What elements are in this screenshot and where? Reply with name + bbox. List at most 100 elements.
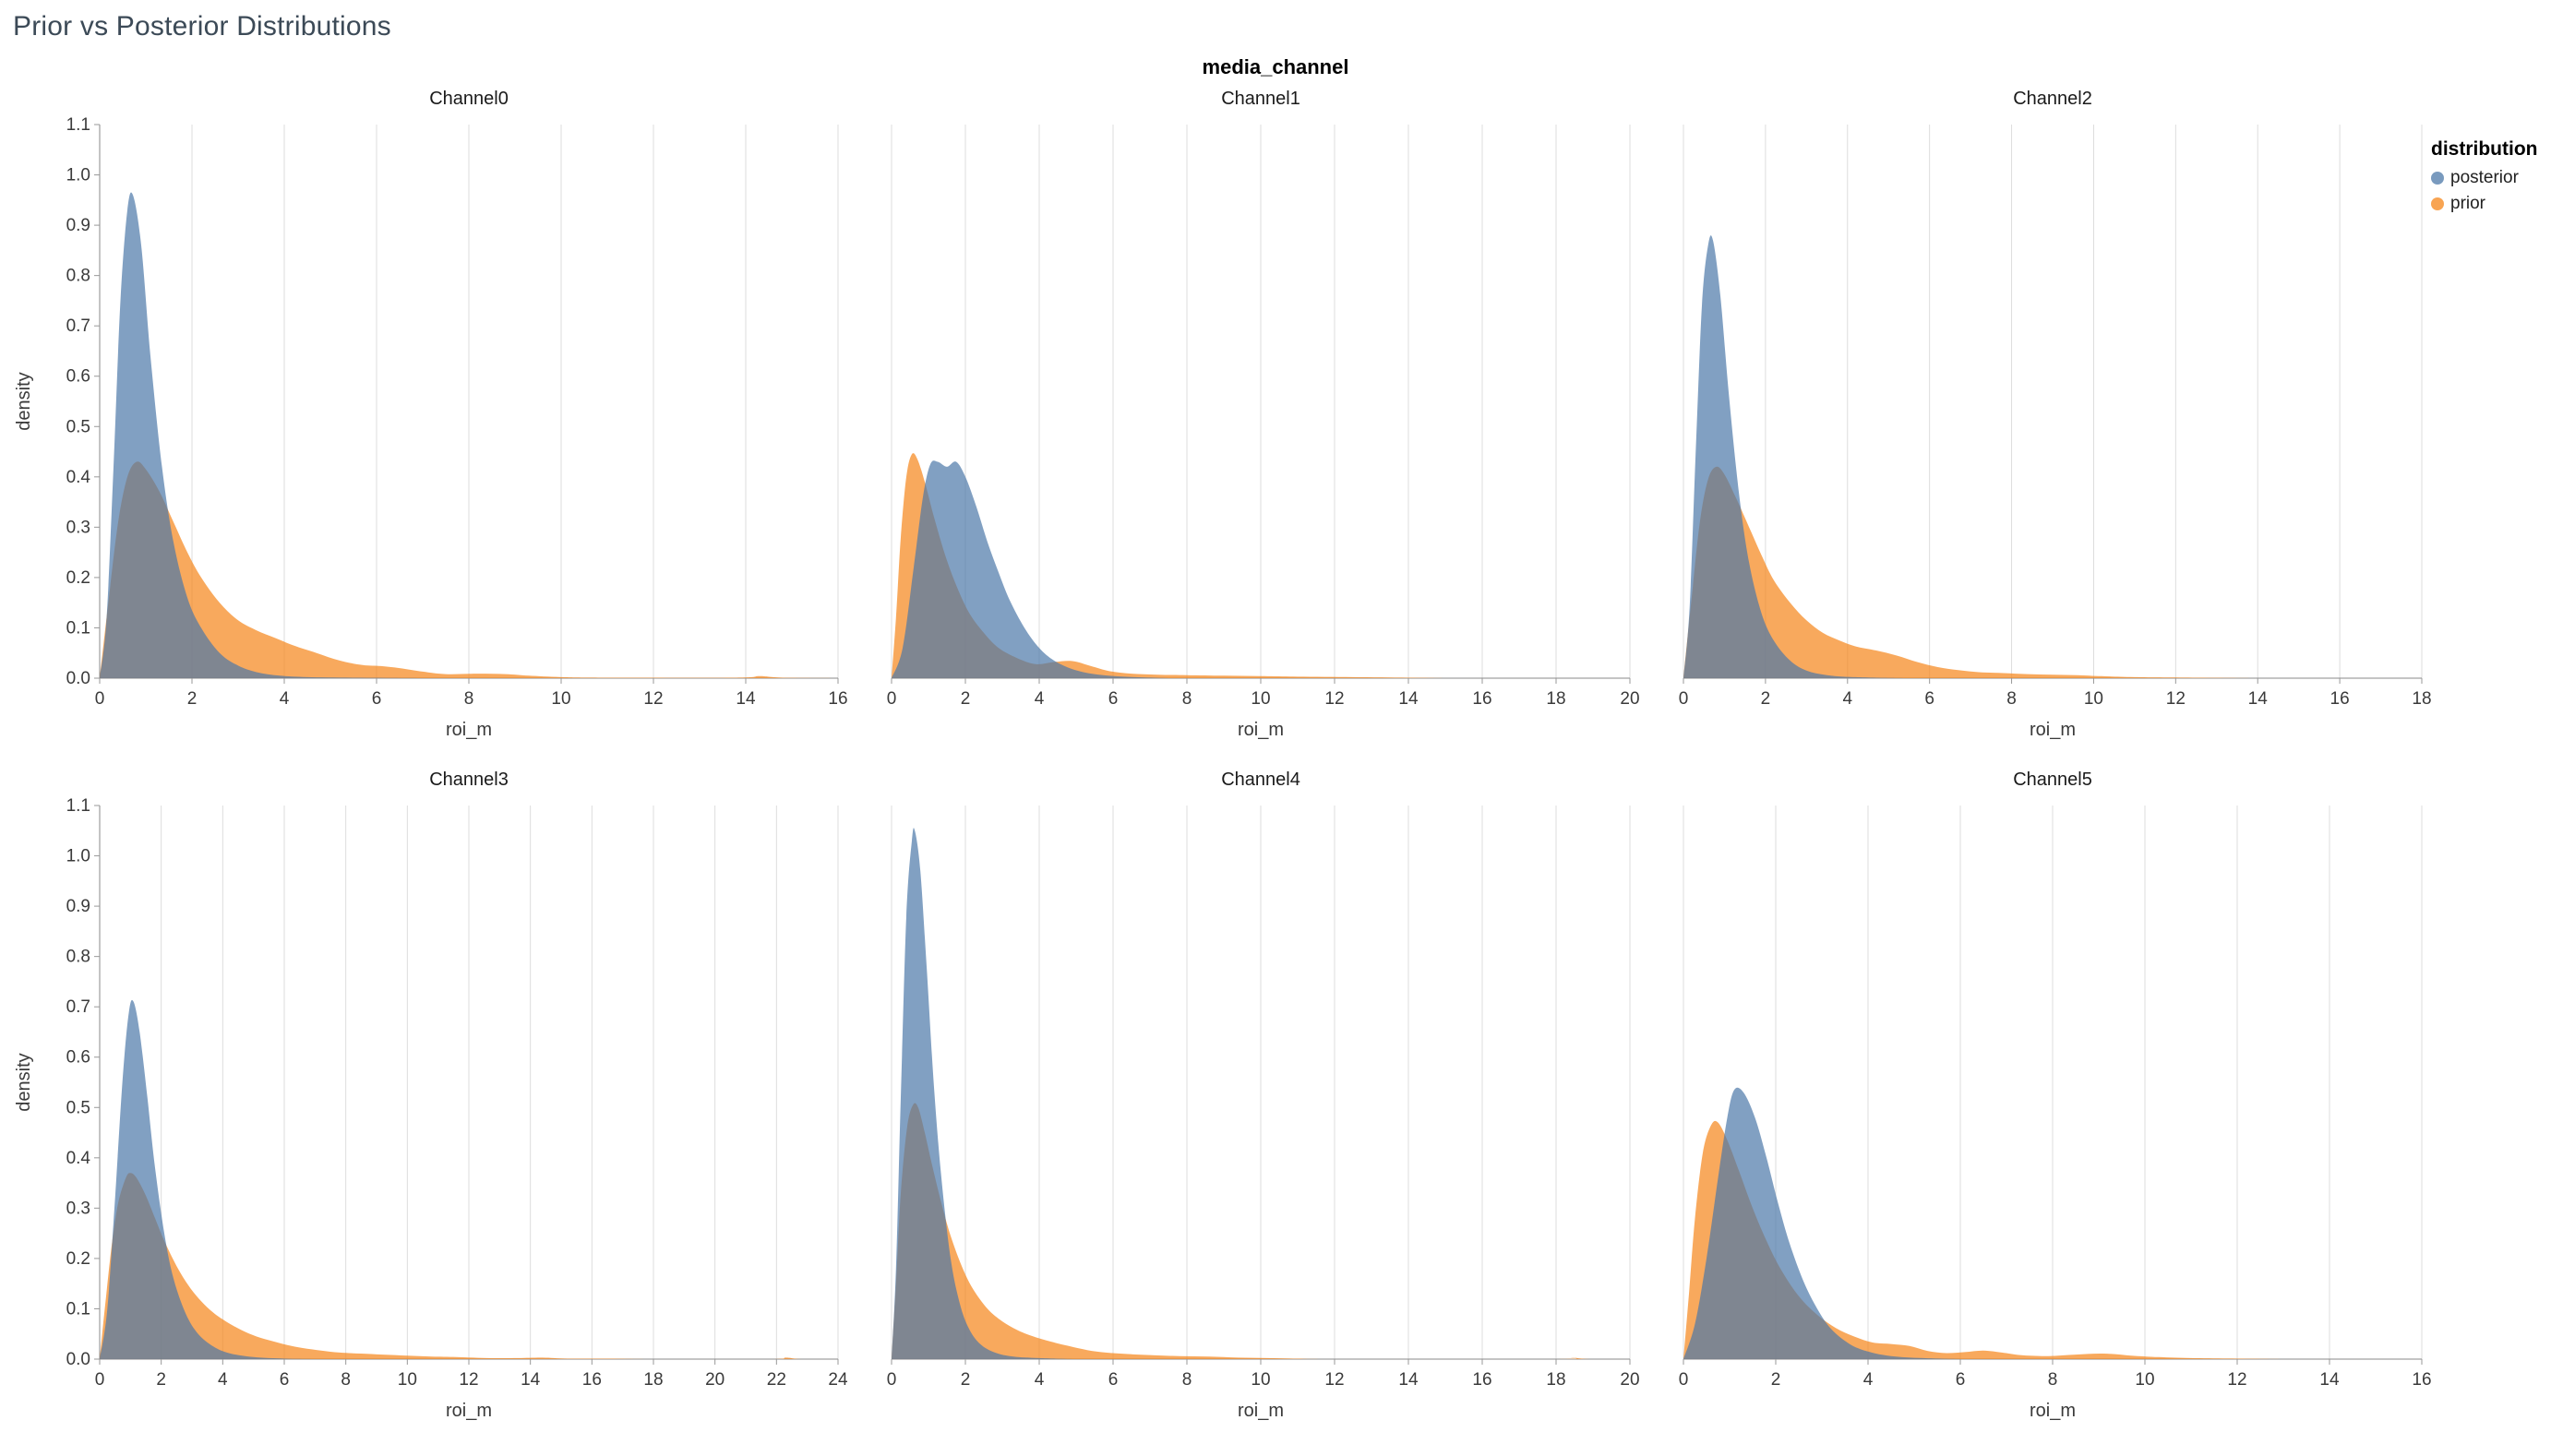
chart-row-2: Channel3 0 2 4 6 8 10 12 14 16 18 20 22 24 roi_m 0.0 0.… [7,770,2551,1438]
svg-text:1.0: 1.0 [66,166,90,185]
svg-text:0.9: 0.9 [66,216,90,235]
svg-text:12: 12 [1324,1370,1344,1390]
svg-text:18: 18 [1546,1370,1565,1390]
svg-text:0.6: 0.6 [66,1048,90,1068]
chart-canvas: 0 2 4 6 8 10 12 14 16 18 20 roi_m [879,112,1643,757]
svg-text:roi_m: roi_m [2030,720,2076,740]
svg-text:0.8: 0.8 [66,948,90,967]
chart-title: Channel3 [429,770,509,790]
svg-text:8: 8 [1182,1370,1192,1390]
svg-text:12: 12 [2227,1370,2246,1390]
chart-channel2: Channel2 0 2 4 6 8 10 12 14 16 18 roi_m [1671,89,2435,757]
svg-text:8: 8 [2006,689,2017,709]
chart-title: Channel1 [1221,89,1300,109]
svg-text:20: 20 [1620,689,1639,709]
chart-channel4: Channel4 0 2 4 6 8 10 12 14 16 18 20 roi_m [879,770,1643,1438]
svg-text:2: 2 [961,689,971,709]
svg-text:0.2: 0.2 [66,568,90,588]
svg-text:0.5: 0.5 [66,417,90,436]
svg-text:0: 0 [95,1370,105,1390]
svg-text:0.9: 0.9 [66,897,90,916]
svg-text:24: 24 [828,1370,848,1390]
svg-text:1.1: 1.1 [66,115,90,135]
svg-text:density: density [14,372,34,430]
svg-text:0.3: 0.3 [66,518,90,537]
svg-text:14: 14 [521,1370,541,1390]
svg-text:0: 0 [1679,1370,1689,1390]
svg-text:2: 2 [1761,689,1771,709]
chart-channel3: Channel3 0 2 4 6 8 10 12 14 16 18 20 22 24 roi_m 0.0 0.… [7,770,851,1438]
svg-text:22: 22 [767,1370,786,1390]
svg-text:4: 4 [1035,689,1045,709]
svg-text:4: 4 [1842,689,1852,709]
svg-text:16: 16 [2412,1370,2431,1390]
svg-text:0: 0 [95,689,105,709]
chart-channel5: Channel5 0 2 4 6 8 10 12 14 16 roi_m [1671,770,2435,1438]
svg-text:0.8: 0.8 [66,267,90,286]
svg-text:0.2: 0.2 [66,1249,90,1269]
chart-row-1: Channel0 0 2 4 6 8 10 12 14 16 roi_m 0.0 0.1 0.2 0.3 0… [7,89,2551,757]
legend-title: distribution [2431,138,2538,160]
legend-item-label: posterior [2450,168,2519,187]
svg-text:0.4: 0.4 [66,1149,91,1168]
chart-canvas: 0 2 4 6 8 10 12 14 16 roi_m 0.0 0.1 0.2 0.3 0.4 0.5 0.6 0… [7,112,851,757]
legend: distribution posterior prior [2431,138,2547,220]
svg-text:4: 4 [280,689,290,709]
chart-channel0: Channel0 0 2 4 6 8 10 12 14 16 roi_m 0.0 0.1 0.2 0.3 0… [7,89,851,757]
svg-text:0.3: 0.3 [66,1199,90,1218]
svg-text:10: 10 [2084,689,2103,709]
chart-title: Channel4 [1221,770,1300,790]
svg-text:roi_m: roi_m [1238,1401,1284,1421]
svg-text:8: 8 [341,1370,351,1390]
svg-text:10: 10 [2135,1370,2154,1390]
svg-text:10: 10 [1251,1370,1270,1390]
svg-text:6: 6 [372,689,382,709]
svg-text:20: 20 [1620,1370,1639,1390]
svg-text:10: 10 [551,689,570,709]
page-title: Prior vs Posterior Distributions [13,11,391,42]
svg-text:6: 6 [1108,1370,1119,1390]
chart-canvas: 0 2 4 6 8 10 12 14 16 roi_m [1671,793,2435,1438]
svg-text:16: 16 [582,1370,602,1390]
svg-text:0.7: 0.7 [66,997,90,1017]
svg-text:12: 12 [2166,689,2186,709]
svg-text:20: 20 [705,1370,725,1390]
svg-text:14: 14 [2248,689,2269,709]
chart-channel1: Channel1 0 2 4 6 8 10 12 14 16 18 20 roi_m [879,89,1643,757]
svg-text:6: 6 [1108,689,1119,709]
svg-text:14: 14 [1398,689,1419,709]
svg-text:2: 2 [187,689,198,709]
svg-text:6: 6 [280,1370,290,1390]
svg-text:8: 8 [1182,689,1192,709]
svg-text:2: 2 [156,1370,166,1390]
legend-item-posterior: posterior [2431,168,2547,188]
svg-text:4: 4 [1863,1370,1874,1390]
svg-text:density: density [14,1053,34,1111]
svg-text:12: 12 [459,1370,478,1390]
svg-text:8: 8 [2048,1370,2058,1390]
svg-text:0.7: 0.7 [66,316,90,336]
svg-text:10: 10 [398,1370,417,1390]
svg-text:12: 12 [643,689,663,709]
chart-title: Channel5 [2013,770,2092,790]
svg-text:12: 12 [1324,689,1344,709]
svg-text:16: 16 [2330,689,2350,709]
svg-text:4: 4 [1035,1370,1045,1390]
svg-text:6: 6 [1924,689,1934,709]
svg-text:16: 16 [1472,689,1491,709]
svg-text:18: 18 [1546,689,1565,709]
legend-item-label: prior [2450,194,2486,213]
svg-text:8: 8 [464,689,474,709]
svg-text:0.4: 0.4 [66,468,91,487]
svg-text:0.0: 0.0 [66,1350,90,1369]
svg-text:roi_m: roi_m [2030,1401,2076,1421]
chart-canvas: 0 2 4 6 8 10 12 14 16 18 roi_m [1671,112,2435,757]
chart-canvas: 0 2 4 6 8 10 12 14 16 18 20 roi_m [879,793,1643,1438]
svg-text:16: 16 [828,689,847,709]
posterior-swatch-icon [2431,172,2444,185]
svg-text:0.6: 0.6 [66,367,90,387]
svg-text:14: 14 [2319,1370,2340,1390]
svg-text:roi_m: roi_m [1238,720,1284,740]
svg-text:0.5: 0.5 [66,1098,90,1117]
